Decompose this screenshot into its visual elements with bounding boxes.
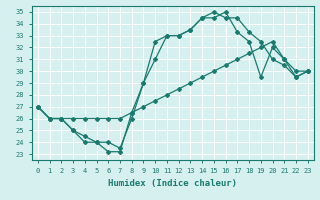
X-axis label: Humidex (Indice chaleur): Humidex (Indice chaleur) xyxy=(108,179,237,188)
